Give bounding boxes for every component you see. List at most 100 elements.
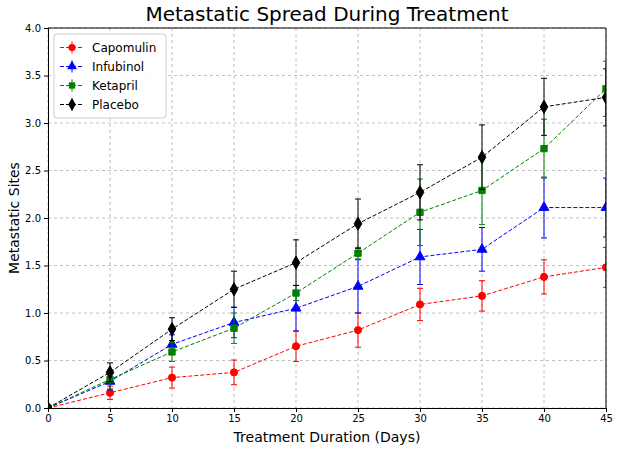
- series: [48, 69, 606, 408]
- tick-label: 1.0: [25, 308, 41, 319]
- marker: [416, 186, 424, 199]
- grid-line: [544, 28, 545, 408]
- legend-item: Ketapril: [60, 79, 138, 93]
- frame: [606, 28, 607, 408]
- error-bar: [169, 342, 175, 361]
- series: [48, 247, 606, 408]
- frame: [48, 28, 606, 29]
- tick-mark: [606, 408, 607, 412]
- tick: 1.5: [25, 260, 48, 271]
- error-bar: [107, 363, 113, 382]
- marker: [353, 281, 363, 290]
- error-bar: [231, 360, 237, 385]
- tick: 3.5: [25, 70, 48, 81]
- marker: [291, 303, 301, 312]
- tick-mark: [358, 408, 359, 412]
- grid-line: [48, 170, 606, 171]
- tick-mark: [44, 171, 48, 172]
- tick-label: 25: [352, 413, 365, 424]
- legend-marker: [69, 82, 75, 88]
- tick-label: 2.0: [25, 213, 41, 224]
- legend-label: Infubinol: [92, 60, 144, 74]
- error-bar: [293, 331, 299, 361]
- marker: [106, 366, 114, 379]
- marker: [292, 343, 299, 350]
- error-bar: [417, 288, 423, 320]
- grid-line: [48, 265, 606, 266]
- error-bar: [169, 318, 175, 341]
- legend-marker: [68, 98, 76, 111]
- series: [48, 177, 606, 408]
- tick-mark: [44, 76, 48, 77]
- tick: 40: [538, 408, 551, 424]
- error-bar: [479, 281, 485, 311]
- y-axis-title: Metastatic Sites: [6, 162, 22, 274]
- marker: [541, 145, 547, 151]
- marker: [601, 202, 606, 211]
- error-bar: [231, 271, 237, 307]
- tick-label: 0.0: [25, 403, 41, 414]
- error-bar: [355, 247, 361, 258]
- grid-line: [606, 28, 607, 408]
- tick: 2.0: [25, 213, 48, 224]
- error-bar: [541, 260, 547, 294]
- marker: [292, 256, 300, 269]
- tick-label: 0: [45, 413, 51, 424]
- grid-line: [48, 218, 606, 219]
- legend-box: [54, 34, 166, 118]
- tick-mark: [44, 28, 48, 29]
- tick: 25: [352, 408, 365, 424]
- tick: 20: [290, 408, 303, 424]
- tick-label: 40: [538, 413, 551, 424]
- marker: [416, 301, 423, 308]
- tick: 4.0: [25, 23, 48, 34]
- marker: [169, 349, 175, 355]
- legend-label: Placebo: [92, 98, 139, 112]
- error-bar: [293, 285, 299, 300]
- tick-label: 5: [107, 413, 113, 424]
- tick-mark: [44, 123, 48, 124]
- series-line: [48, 267, 606, 408]
- tick-label: 30: [414, 413, 427, 424]
- legend: CapomulinInfubinolKetaprilPlacebo: [54, 34, 166, 118]
- marker: [231, 325, 237, 331]
- axis-line: [49, 409, 607, 413]
- tick-mark: [110, 408, 111, 412]
- grid-line: [482, 28, 483, 408]
- tick-mark: [44, 313, 48, 314]
- tick: 5: [107, 408, 113, 424]
- tick-mark: [420, 408, 421, 412]
- y-axis: 0.00.51.01.52.02.53.03.54.0: [25, 23, 48, 414]
- tick-mark: [544, 408, 545, 412]
- grid-line: [48, 28, 606, 29]
- legend-item: Placebo: [60, 98, 139, 112]
- marker: [478, 151, 486, 164]
- marker: [477, 244, 487, 253]
- marker: [293, 290, 299, 296]
- marker: [602, 91, 606, 104]
- error-bar: [231, 313, 237, 343]
- marker: [602, 264, 606, 271]
- marker: [168, 374, 175, 381]
- tick-label: 3.5: [25, 70, 41, 81]
- plot-area: 0510152025303540450.00.51.01.52.02.53.03…: [25, 23, 613, 424]
- error-bar: [169, 367, 175, 388]
- marker: [230, 369, 237, 376]
- grid-line: [420, 28, 421, 408]
- tick-label: 4.0: [25, 23, 41, 34]
- chart: 0510152025303540450.00.51.01.52.02.53.03…: [0, 0, 619, 450]
- tick-label: 0.5: [25, 355, 41, 366]
- series-line: [48, 89, 606, 408]
- marker: [230, 283, 238, 296]
- tick: 45: [600, 408, 613, 424]
- legend-marker: [67, 61, 77, 70]
- marker: [106, 389, 113, 396]
- marker: [354, 327, 361, 334]
- tick-label: 10: [166, 413, 179, 424]
- series-line: [48, 208, 606, 408]
- marker: [540, 273, 547, 280]
- tick: 0.0: [25, 403, 48, 414]
- tick-mark: [296, 408, 297, 412]
- title: Metastatic Spread During Treatment: [145, 2, 508, 26]
- marker: [539, 202, 549, 211]
